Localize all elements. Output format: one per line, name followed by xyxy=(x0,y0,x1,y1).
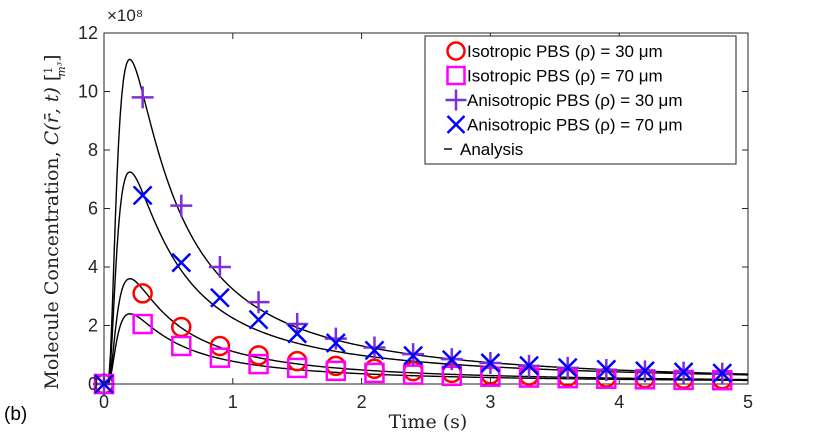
legend-label: Isotropic PBS (ρ) = 70 μm xyxy=(467,67,663,86)
data-point-circle xyxy=(209,335,231,357)
data-point-plus xyxy=(131,86,154,109)
data-point-x xyxy=(480,353,501,373)
data-point-x xyxy=(441,349,462,370)
analysis-curve xyxy=(104,277,749,385)
x-tick-label: 1 xyxy=(228,392,238,412)
data-point-square xyxy=(248,353,269,375)
legend: Isotropic PBS (ρ) = 30 μm Isotropic PBS (… xyxy=(424,35,737,165)
data-point-square xyxy=(446,65,466,86)
data-point-plus xyxy=(324,327,347,350)
y-axis-label-main: Molecule Concentration, xyxy=(41,145,63,389)
y-axis-label: Molecule Concentration, C(r̄, t)[1m³] xyxy=(41,54,68,389)
data-point-square xyxy=(132,313,153,335)
data-point-square xyxy=(325,360,347,382)
x-axis-label: Time (s) xyxy=(389,411,468,432)
data-point-x xyxy=(712,363,733,384)
legend-label: Analysis xyxy=(460,140,523,159)
x-tick-label: 3 xyxy=(485,392,495,412)
svg-text:Molecule Concentration, C(r̄,: Molecule Concentration, C(r̄, t)[1m³] xyxy=(41,54,68,389)
y-tick-label: 8 xyxy=(88,140,98,160)
legend-label: Isotropic PBS (ρ) = 30 μm xyxy=(467,42,663,61)
data-point-x xyxy=(132,185,153,206)
data-point-x xyxy=(287,323,308,344)
y-axis-label-math: C(r̄, t) xyxy=(41,87,63,145)
data-point-x xyxy=(557,357,578,378)
data-point-circle xyxy=(286,350,308,372)
data-point-x xyxy=(596,359,617,380)
data-point-plus xyxy=(445,89,467,111)
x-tick-label: 2 xyxy=(357,392,367,412)
y-tick-label: 2 xyxy=(88,316,98,336)
y-axis-unit-den: m³ xyxy=(55,62,68,77)
data-point-square xyxy=(364,362,385,384)
data-point-x xyxy=(364,340,385,361)
data-point-plus xyxy=(247,291,270,314)
y-tick-label: 10 xyxy=(78,82,98,102)
data-point-plus xyxy=(286,313,309,336)
y-tick-label: 12 xyxy=(78,23,98,43)
data-point-square xyxy=(171,335,192,357)
data-point-circle xyxy=(132,283,153,304)
x-tick-label: 4 xyxy=(614,392,624,412)
data-markers xyxy=(93,86,734,395)
legend-label: Anisotropic PBS (ρ) = 70 μm xyxy=(467,116,683,135)
y-tick-label: 4 xyxy=(88,257,98,277)
data-point-plus xyxy=(363,336,386,359)
data-point-square xyxy=(402,364,424,385)
data-point-x xyxy=(403,345,424,366)
x-tick-label: 5 xyxy=(743,392,753,412)
data-point-x xyxy=(446,115,466,134)
data-point-x xyxy=(673,362,694,382)
data-point-x xyxy=(519,355,539,376)
legend-box xyxy=(424,35,737,165)
y-exponent-label: ×10⁸ xyxy=(107,6,143,25)
legend-label: Anisotropic PBS (ρ) = 30 μm xyxy=(467,91,683,110)
data-point-circle xyxy=(446,41,466,61)
analysis-curve xyxy=(104,171,749,385)
y-tick-label: 0 xyxy=(88,374,98,394)
x-tick-label: 0 xyxy=(99,392,109,412)
data-point-square xyxy=(286,357,308,379)
y-axis-unit-num: 1 xyxy=(42,67,55,74)
data-point-x xyxy=(210,287,230,308)
data-point-x xyxy=(171,252,192,273)
data-point-x xyxy=(248,309,269,330)
panel-label: (b) xyxy=(4,404,27,425)
data-point-x xyxy=(325,333,346,353)
data-point-x xyxy=(635,360,655,381)
data-point-plus xyxy=(208,256,231,278)
data-point-square xyxy=(209,347,231,368)
data-point-circle xyxy=(364,358,385,380)
data-point-plus xyxy=(170,194,193,217)
y-tick-label: 6 xyxy=(88,199,98,219)
